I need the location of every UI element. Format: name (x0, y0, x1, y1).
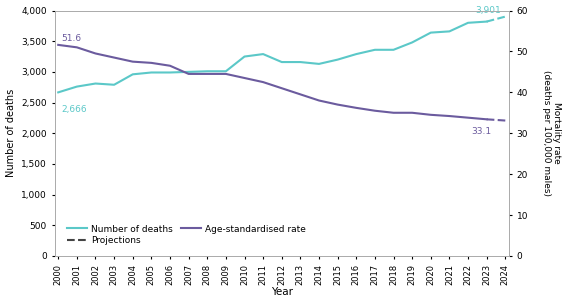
Y-axis label: Mortality rate
(deaths per 100,000 males): Mortality rate (deaths per 100,000 males… (542, 70, 561, 196)
Text: 2,666: 2,666 (61, 105, 87, 114)
Text: 51.6: 51.6 (61, 34, 81, 43)
X-axis label: Year: Year (271, 288, 293, 298)
Text: 3,901: 3,901 (476, 6, 501, 15)
Text: 33.1: 33.1 (472, 127, 492, 136)
Y-axis label: Number of deaths: Number of deaths (6, 89, 15, 177)
Legend: Number of deaths, Projections, Age-standardised rate: Number of deaths, Projections, Age-stand… (64, 221, 310, 249)
